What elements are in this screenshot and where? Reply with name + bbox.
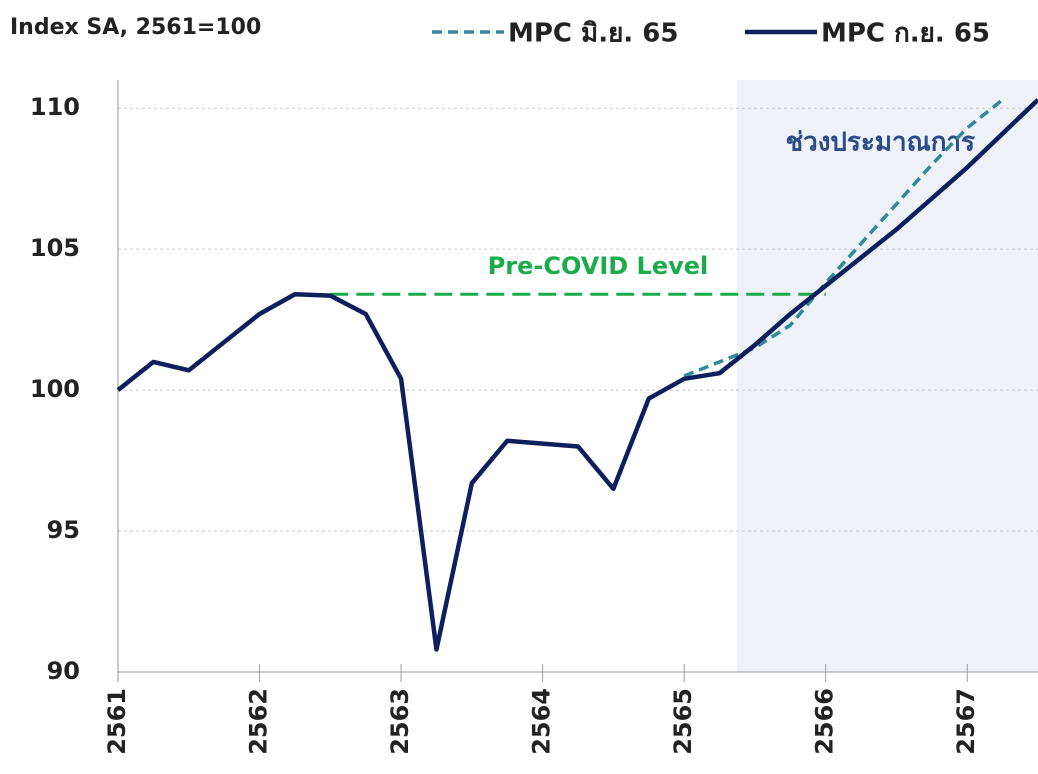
series-line bbox=[683, 98, 1004, 378]
x-tick-label: 2562 bbox=[245, 688, 273, 755]
x-tick-label: 2561 bbox=[103, 688, 131, 755]
x-tick-label: 2566 bbox=[811, 688, 839, 755]
x-tick-label: 2567 bbox=[952, 688, 980, 755]
legend-label: MPC ก.ย. 65 bbox=[821, 19, 990, 49]
y-axis-label: Index SA, 2561=100 bbox=[10, 15, 261, 40]
y-tick-label: 105 bbox=[30, 234, 80, 262]
series-line bbox=[116, 98, 1038, 652]
x-tick-label: 2564 bbox=[528, 688, 556, 755]
legend-label: MPC มิ.ย. 65 bbox=[508, 19, 678, 49]
y-tick-label: 110 bbox=[30, 93, 80, 121]
y-tick-label: 90 bbox=[47, 657, 80, 685]
y-tick-label: 100 bbox=[30, 375, 80, 403]
reference-label: Pre-COVID Level bbox=[488, 252, 709, 280]
x-tick-label: 2563 bbox=[386, 688, 414, 755]
x-tick-label: 2565 bbox=[669, 688, 697, 755]
forecast-label: ช่วงประมาณการ bbox=[785, 128, 975, 158]
y-tick-label: 95 bbox=[47, 516, 80, 544]
forecast-region bbox=[737, 80, 1038, 672]
